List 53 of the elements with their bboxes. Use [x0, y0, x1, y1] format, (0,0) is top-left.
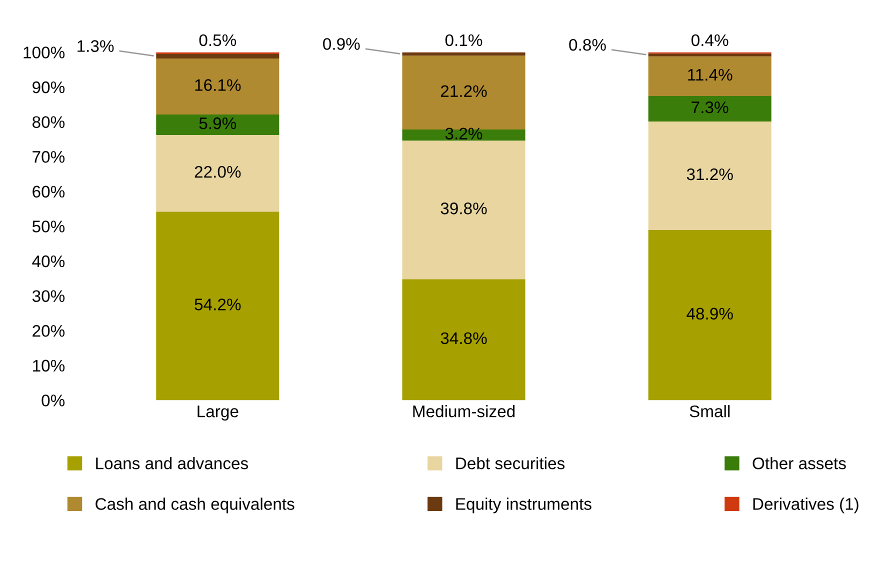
x-tick-label: Small	[690, 405, 730, 418]
data-label: 3.2%	[445, 128, 482, 140]
bar	[648, 56, 772, 96]
bar	[156, 212, 280, 400]
data-label: 1.3%	[78, 40, 114, 52]
bar	[648, 54, 772, 56]
legend-label: Loans and advances	[96, 457, 248, 470]
legend-label: Derivatives (1)	[753, 498, 858, 514]
data-label: 48.9%	[686, 308, 733, 320]
data-label: 21.2%	[440, 85, 487, 97]
bar	[648, 121, 772, 230]
legend-label: Other assets	[752, 457, 846, 470]
data-label: 34.8%	[440, 332, 487, 344]
data-label: 0.4%	[692, 34, 728, 46]
x-tick-label: Medium-sized	[413, 405, 515, 418]
y-tick-label: 90%	[32, 81, 65, 94]
bar	[648, 230, 772, 400]
data-label: 31.2%	[686, 168, 733, 180]
data-label: 11.4%	[688, 68, 732, 81]
data-label: 0.5%	[199, 34, 236, 46]
x-tick-label: Large	[198, 406, 238, 421]
data-label: 22.0%	[194, 166, 241, 178]
bar	[156, 58, 280, 114]
y-tick-label: 40%	[32, 255, 65, 268]
bar	[402, 52, 526, 56]
legend-label: Debt securities	[456, 457, 565, 470]
legend-label: Equity instruments	[456, 498, 592, 514]
y-tick-label: 100%	[24, 46, 65, 58]
bar	[402, 129, 526, 141]
bar	[156, 54, 280, 58]
bar	[648, 96, 772, 122]
y-tick-label: 0%	[42, 394, 65, 406]
y-tick-label: 80%	[32, 116, 65, 128]
data-label: 0.8%	[569, 38, 606, 51]
bar	[156, 135, 280, 212]
data-label: 5.9%	[199, 117, 236, 130]
data-label: 0.9%	[323, 38, 360, 50]
legend-label: Cash and cash equivalents	[96, 498, 294, 514]
data-label: 39.8%	[440, 202, 487, 214]
bar	[402, 279, 526, 400]
data-label: 16.1%	[195, 79, 241, 91]
data-label: 7.3%	[692, 101, 728, 114]
bar	[402, 140, 526, 280]
bar	[402, 56, 526, 130]
data-label: 0.1%	[445, 34, 482, 46]
bar	[156, 114, 280, 136]
data-label: 54.2%	[194, 298, 241, 310]
y-tick-label: 50%	[32, 220, 65, 232]
y-tick-label: 60%	[32, 186, 65, 198]
y-tick-label: 30%	[32, 290, 65, 302]
y-tick-label: 20%	[32, 325, 65, 337]
y-tick-label: 70%	[32, 151, 65, 163]
y-tick-label: 10%	[33, 360, 65, 372]
